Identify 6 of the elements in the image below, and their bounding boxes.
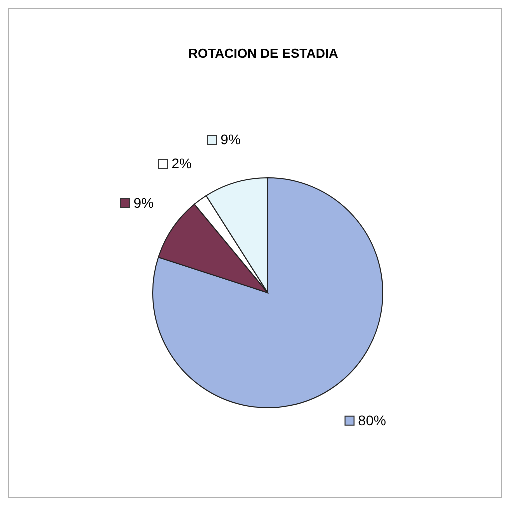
chart-title: ROTACION DE ESTADIA [188, 46, 339, 61]
data-label: 9% [220, 132, 241, 148]
data-label: 9% [134, 194, 154, 211]
data-label: 2% [172, 156, 192, 172]
data-label: 80% [358, 412, 386, 428]
pie-slice [152, 178, 384, 408]
